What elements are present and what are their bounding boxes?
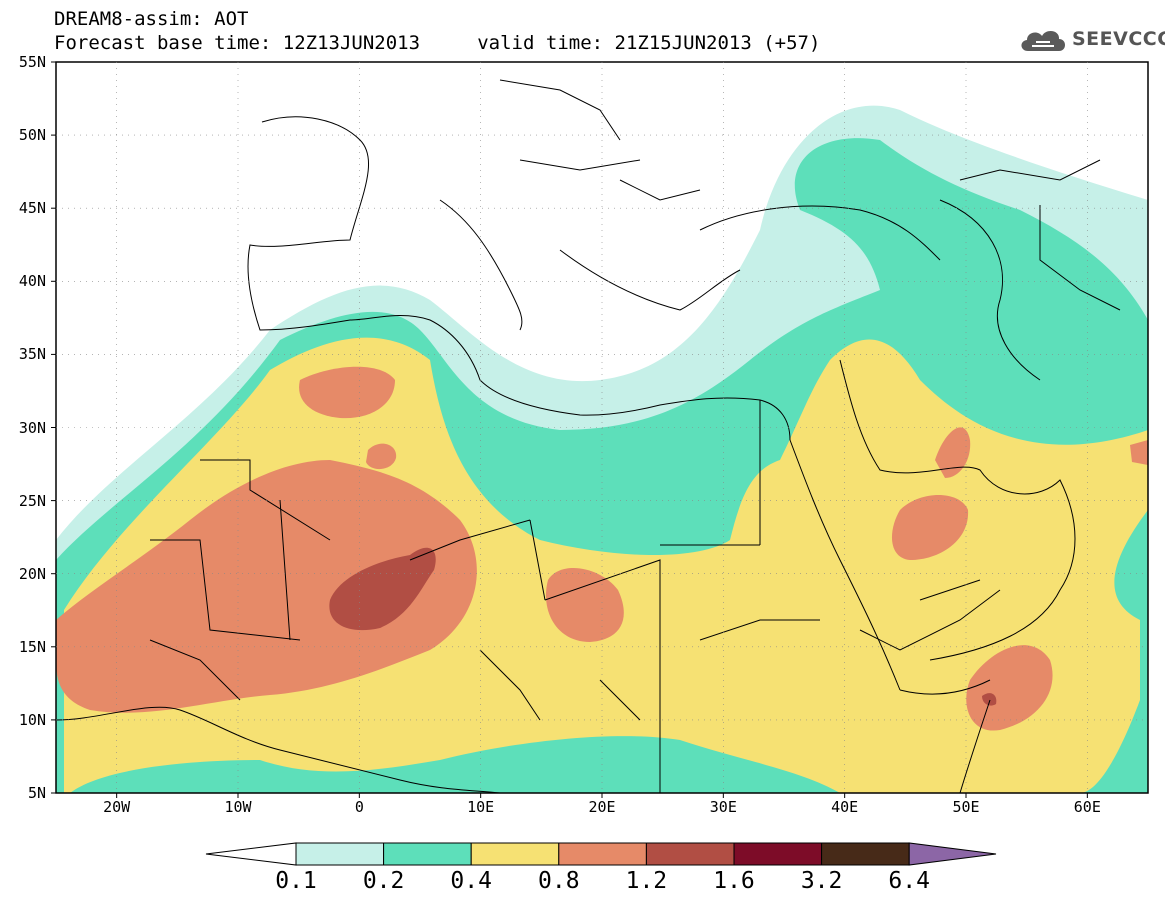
lon-tick-label: 0 — [354, 798, 364, 816]
aot-band-0.8-tassili — [366, 443, 397, 470]
gridlines — [56, 62, 1148, 793]
aot-band-0.8-iran — [1130, 440, 1148, 465]
aot-contour-field — [56, 79, 1148, 793]
cloud-icon — [1021, 30, 1065, 51]
colorbar-label: 1.2 — [625, 868, 668, 894]
colorbar-segment — [383, 842, 472, 866]
colorbar-label: 0.8 — [538, 868, 580, 894]
lon-tick-label: 60E — [1073, 798, 1101, 816]
seevccc-logo: SEEVCCC — [1018, 24, 1165, 54]
aot-band-1.2-yemen — [982, 693, 997, 706]
aot-band-0.8-atlas — [299, 366, 395, 419]
lon-tick-label: 30E — [709, 798, 737, 816]
chart-title: DREAM8-assim: AOT — [54, 8, 249, 30]
colorbar-label: 0.4 — [450, 868, 492, 894]
coastlines — [56, 79, 1121, 793]
colorbar-segment — [470, 842, 560, 866]
lon-tick-label: 40E — [831, 798, 859, 816]
colorbar-label: 0.1 — [275, 868, 317, 894]
lat-tick-label: 55N — [18, 53, 46, 71]
lon-tick-label: 10E — [467, 798, 495, 816]
aot-band-0.8-west — [56, 460, 477, 713]
colorbar-extend-low — [205, 842, 297, 866]
lat-tick-label: 50N — [18, 126, 46, 145]
lat-tick-label: 30N — [18, 418, 46, 437]
colorbar-label: 6.4 — [888, 868, 930, 894]
colorbar-label: 0.2 — [362, 868, 405, 894]
tick-marks — [51, 61, 1088, 798]
aot-band-0.8-arabia — [891, 495, 969, 560]
aot-band-0.8-gulf — [935, 427, 971, 478]
lat-tick-label: 45N — [18, 199, 46, 218]
lon-tick-label: 50E — [952, 798, 980, 816]
colorbar-extend-high — [908, 842, 997, 866]
lat-tick-label: 15N — [18, 637, 46, 656]
lon-tick-label: 20E — [588, 798, 616, 816]
colorbar-label: 1.6 — [713, 868, 755, 894]
aot-band-1.2-core — [329, 547, 436, 631]
lon-tick-label: 20W — [103, 798, 131, 816]
lat-tick-label: 10N — [18, 710, 46, 729]
lat-tick-label: 5N — [27, 784, 46, 802]
lat-tick-label: 25N — [18, 491, 46, 510]
aot-band-0.8-yemen — [966, 645, 1053, 731]
colorbar-segment — [733, 842, 823, 866]
aot-band-0.8-chad — [545, 567, 624, 642]
lat-tick-label: 35N — [18, 345, 46, 364]
colorbar — [205, 842, 997, 866]
colorbar-segment — [821, 842, 910, 866]
colorbar-label: 3.2 — [800, 868, 843, 894]
colorbar-segment — [645, 842, 735, 866]
lon-tick-label: 10W — [224, 798, 252, 816]
chart-subtitle: Forecast base time: 12Z13JUN2013 valid t… — [54, 32, 821, 54]
lat-tick-label: 20N — [18, 564, 46, 583]
colorbar-segment — [558, 842, 647, 866]
colorbar-segment — [295, 842, 385, 866]
logo-text: SEEVCCC — [1072, 28, 1165, 50]
lat-tick-label: 40N — [18, 272, 46, 291]
